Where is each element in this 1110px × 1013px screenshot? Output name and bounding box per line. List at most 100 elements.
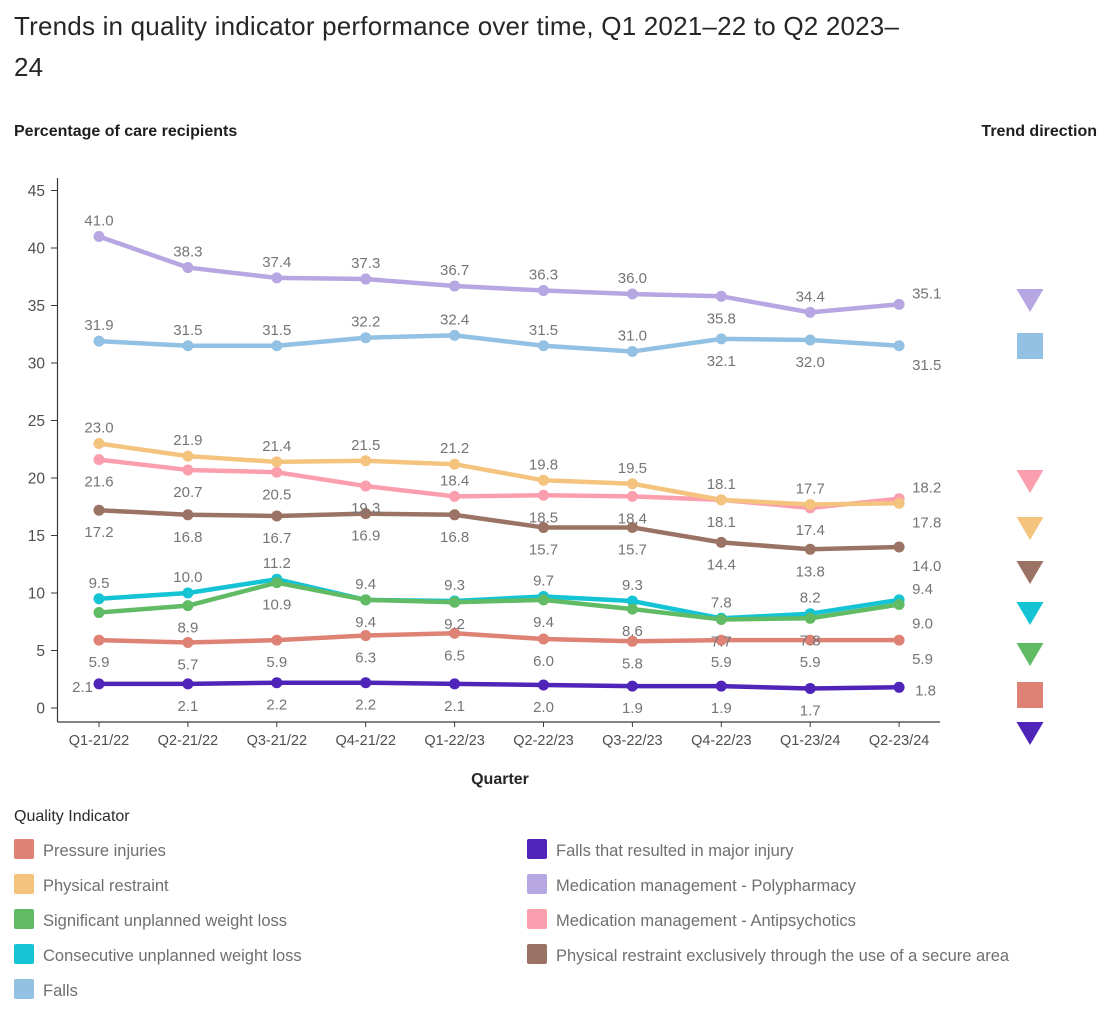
data-point[interactable] xyxy=(271,340,283,352)
data-point[interactable] xyxy=(804,634,816,646)
data-point[interactable] xyxy=(271,272,283,284)
trend-no-change-icon[interactable] xyxy=(1017,333,1043,359)
data-point[interactable] xyxy=(538,633,549,645)
data-point[interactable] xyxy=(893,541,905,553)
trend-down-icon[interactable] xyxy=(1016,722,1044,745)
data-point[interactable] xyxy=(93,634,105,646)
data-point[interactable] xyxy=(182,509,194,521)
data-point[interactable] xyxy=(715,333,727,345)
data-point[interactable] xyxy=(271,466,283,478)
data-point[interactable] xyxy=(93,231,105,242)
data-point[interactable] xyxy=(626,680,638,692)
data-point[interactable] xyxy=(626,490,638,502)
legend-item[interactable]: Falls xyxy=(14,978,494,1004)
data-point[interactable] xyxy=(715,613,727,625)
trend-down-icon[interactable] xyxy=(1016,561,1044,584)
data-point[interactable] xyxy=(715,290,727,302)
legend-item[interactable]: Pressure injuries xyxy=(14,838,494,864)
legend-item[interactable]: Medication management - Polypharmacy xyxy=(527,873,1027,899)
data-point[interactable] xyxy=(182,587,194,599)
legend-item[interactable]: Medication management - Antipsychotics xyxy=(527,908,1027,934)
data-point[interactable] xyxy=(182,262,194,274)
legend-item[interactable]: Significant unplanned weight loss xyxy=(14,908,494,934)
series-line[interactable] xyxy=(96,576,902,621)
series-line[interactable] xyxy=(96,333,902,354)
series-line[interactable] xyxy=(96,234,902,315)
data-point[interactable] xyxy=(626,635,638,647)
legend-item[interactable]: Falls that resulted in major injury xyxy=(527,838,1027,864)
data-point[interactable] xyxy=(360,455,372,467)
data-point[interactable] xyxy=(271,577,283,589)
data-point[interactable] xyxy=(360,594,372,606)
data-point[interactable] xyxy=(893,340,905,352)
legend-item[interactable]: Consecutive unplanned weight loss xyxy=(14,943,494,969)
data-point[interactable] xyxy=(893,634,905,646)
data-point[interactable] xyxy=(449,329,461,341)
data-point[interactable] xyxy=(626,603,638,615)
data-point[interactable] xyxy=(449,596,461,608)
data-point[interactable] xyxy=(182,678,194,690)
data-point[interactable] xyxy=(804,306,816,318)
data-point[interactable] xyxy=(93,335,105,347)
data-point[interactable] xyxy=(626,521,638,533)
data-point[interactable] xyxy=(893,298,905,310)
data-point[interactable] xyxy=(893,681,905,693)
data-point[interactable] xyxy=(93,593,105,605)
data-point[interactable] xyxy=(715,634,727,646)
trend-down-icon[interactable] xyxy=(1016,289,1044,312)
data-point[interactable] xyxy=(893,497,905,509)
data-point[interactable] xyxy=(93,454,105,466)
data-point[interactable] xyxy=(93,678,105,690)
data-point[interactable] xyxy=(271,510,283,522)
data-point[interactable] xyxy=(182,464,194,476)
data-point[interactable] xyxy=(182,450,194,462)
data-point[interactable] xyxy=(360,630,372,642)
data-point[interactable] xyxy=(626,595,638,607)
data-point[interactable] xyxy=(538,340,549,352)
data-point[interactable] xyxy=(449,509,461,521)
data-point[interactable] xyxy=(538,594,549,606)
data-point[interactable] xyxy=(360,508,372,520)
data-point[interactable] xyxy=(271,677,283,689)
data-point[interactable] xyxy=(715,680,727,692)
trend-down-icon[interactable] xyxy=(1016,470,1044,493)
data-point[interactable] xyxy=(804,612,816,624)
data-point[interactable] xyxy=(449,458,461,470)
data-point[interactable] xyxy=(804,543,816,555)
series-line[interactable] xyxy=(96,631,902,645)
data-point[interactable] xyxy=(626,346,638,357)
legend-item[interactable]: Physical restraint exclusively through t… xyxy=(527,943,1027,969)
series-line[interactable] xyxy=(96,580,902,622)
data-point[interactable] xyxy=(804,334,816,346)
data-point[interactable] xyxy=(360,273,372,285)
trend-down-icon[interactable] xyxy=(1016,517,1044,540)
data-point[interactable] xyxy=(360,677,372,689)
data-point[interactable] xyxy=(804,682,816,694)
series-line[interactable] xyxy=(96,680,902,691)
data-point[interactable] xyxy=(449,627,461,639)
data-point[interactable] xyxy=(271,634,283,646)
data-point[interactable] xyxy=(538,521,549,533)
data-point[interactable] xyxy=(93,438,105,449)
data-point[interactable] xyxy=(449,280,461,292)
trend-down-icon[interactable] xyxy=(1016,643,1044,666)
data-point[interactable] xyxy=(93,504,105,516)
legend-item[interactable]: Physical restraint xyxy=(14,873,494,899)
data-point[interactable] xyxy=(449,678,461,690)
data-point[interactable] xyxy=(182,340,194,352)
data-point[interactable] xyxy=(182,636,194,648)
data-point[interactable] xyxy=(538,285,549,297)
series-line[interactable] xyxy=(96,507,902,552)
data-point[interactable] xyxy=(715,494,727,506)
data-point[interactable] xyxy=(360,332,372,344)
data-point[interactable] xyxy=(893,599,905,610)
data-point[interactable] xyxy=(360,480,372,492)
data-point[interactable] xyxy=(626,288,638,300)
data-point[interactable] xyxy=(93,607,105,619)
data-point[interactable] xyxy=(715,536,727,548)
trend-no-change-icon[interactable] xyxy=(1017,682,1043,708)
trend-down-icon[interactable] xyxy=(1016,602,1044,625)
data-point[interactable] xyxy=(538,679,549,691)
data-point[interactable] xyxy=(449,490,461,502)
data-point[interactable] xyxy=(182,600,194,612)
